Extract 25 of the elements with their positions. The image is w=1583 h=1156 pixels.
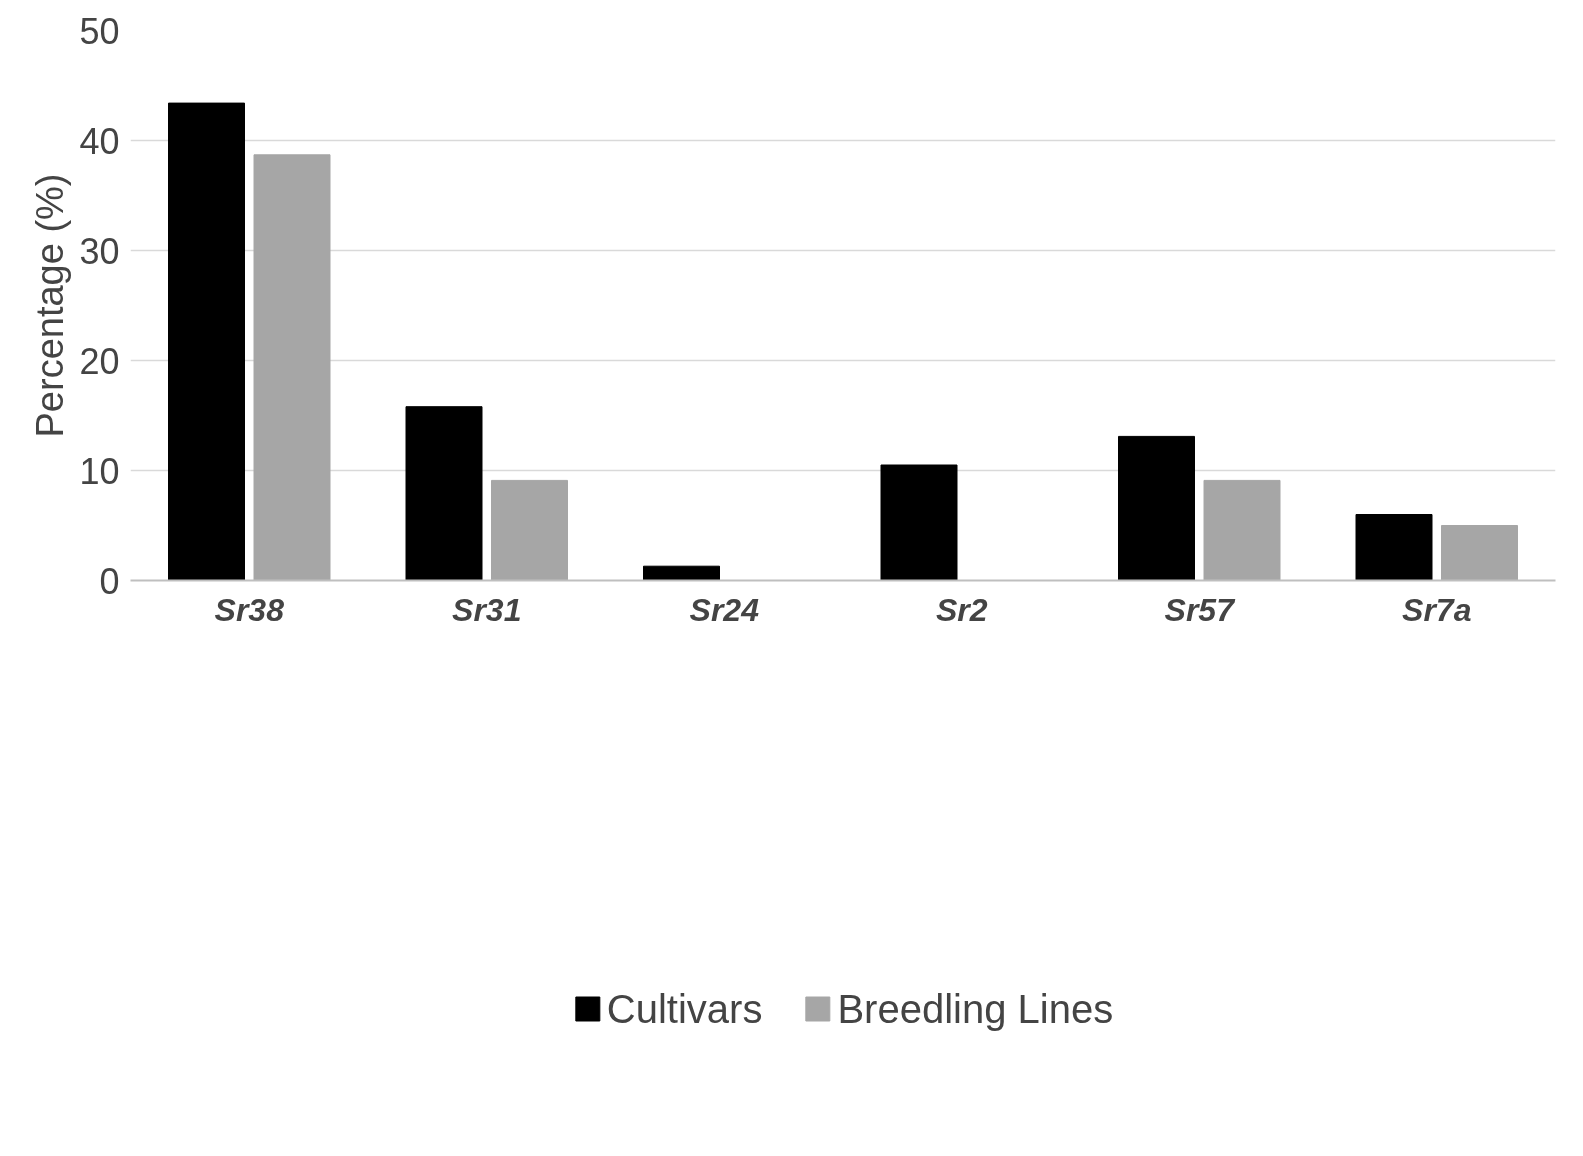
x-tick-label: Sr31 [452,591,522,628]
legend-label: Breedling Lines [837,986,1114,1032]
x-tick-label: Sr38 [214,591,285,628]
bar [168,102,245,581]
x-tick-label: Sr2 [935,591,988,628]
bar [880,464,958,581]
y-tick-label: 50 [79,10,120,52]
x-tick-label: Sr7a [1402,591,1472,628]
bar [643,565,720,581]
bar [1203,479,1281,581]
bar [491,479,568,581]
legend-label: Cultivars [606,986,763,1032]
bar [405,406,483,581]
bar [253,154,331,581]
x-tick-label: Sr24 [689,591,760,628]
y-tick-label: 10 [79,450,120,492]
x-tick-label: Sr57 [1164,591,1237,628]
y-axis-title: Percentage (%) [29,173,72,438]
bar [1355,514,1433,581]
y-tick-label: 30 [79,230,120,272]
y-tick-label: 20 [79,340,120,382]
bar [1441,525,1518,581]
y-tick-label: 0 [99,560,120,602]
y-tick-label: 40 [79,120,120,162]
bar [1118,435,1195,581]
